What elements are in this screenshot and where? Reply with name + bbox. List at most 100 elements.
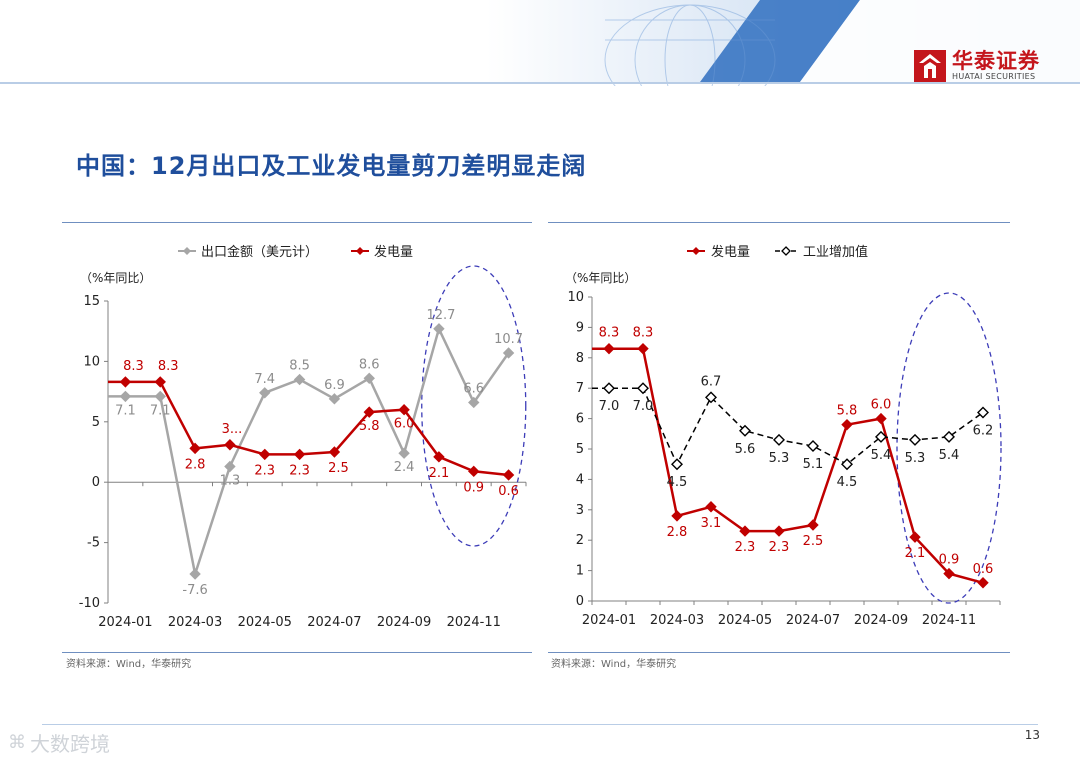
y-tick-label: 2 — [576, 533, 584, 548]
data-label: 2.3 — [254, 463, 275, 478]
data-label: 2.3 — [769, 540, 790, 555]
data-point — [909, 531, 921, 543]
y-tick-label: 4 — [576, 472, 584, 487]
page-title: 中国：12月出口及工业发电量剪刀差明显走阔 — [76, 152, 587, 180]
watermark: ⌘ 大数跨境 — [8, 728, 110, 757]
data-point — [293, 448, 306, 461]
data-label: 2.3 — [289, 463, 310, 478]
data-label: 4.5 — [837, 475, 858, 490]
legend-label: 发电量 — [374, 244, 413, 260]
data-point — [841, 418, 853, 431]
data-label: 2.5 — [803, 534, 824, 549]
data-label: 5.6 — [735, 442, 756, 457]
x-tick-label: 2024-11 — [447, 615, 501, 630]
data-point — [807, 519, 819, 531]
highlight-ellipse — [421, 265, 527, 547]
data-label: 8.6 — [359, 357, 380, 372]
data-label: 5.4 — [871, 448, 892, 463]
data-label: 7.0 — [633, 399, 654, 414]
data-point — [807, 439, 819, 452]
data-label: 2.1 — [429, 466, 450, 481]
data-point — [433, 451, 445, 463]
data-label: 5.3 — [905, 451, 926, 466]
data-point — [154, 390, 166, 403]
company-logo: 华泰证券 HUATAI SECURITIES — [914, 50, 1040, 82]
data-label: 8.3 — [599, 326, 620, 341]
data-label: 0.9 — [939, 553, 960, 568]
data-point — [154, 376, 166, 388]
x-tick-label: 2024-07 — [307, 615, 361, 630]
x-tick-label: 2024-03 — [650, 613, 704, 628]
data-label: 5.8 — [837, 404, 858, 419]
y-tick-label: 15 — [83, 294, 100, 309]
y-tick-label: 0 — [576, 594, 584, 609]
data-point — [189, 442, 201, 455]
data-label: 7.1 — [115, 403, 136, 418]
y-tick-label: 10 — [83, 354, 100, 369]
data-point — [705, 391, 717, 404]
data-label: 6.6 — [463, 381, 484, 396]
data-label: 2.4 — [394, 460, 415, 475]
x-tick-label: 2024-09 — [854, 613, 908, 628]
data-label: 2.8 — [667, 525, 688, 540]
data-point — [977, 577, 989, 589]
x-tick-label: 2024-03 — [168, 615, 222, 630]
data-label: 12.7 — [426, 308, 455, 323]
y-unit-label: （%年同比） — [80, 271, 151, 285]
data-label: 8.3 — [633, 326, 654, 341]
y-tick-label: 7 — [576, 381, 584, 396]
data-point — [943, 430, 955, 443]
series-line — [108, 380, 509, 477]
data-point — [328, 393, 341, 405]
legend-swatch-marker — [781, 246, 791, 256]
data-point — [671, 510, 683, 522]
data-label: 1.3 — [220, 473, 241, 488]
chart2-top-rule — [548, 222, 1010, 223]
footer-divider — [42, 724, 1038, 725]
data-point — [875, 412, 887, 425]
legend-label: 出口金额（美元计） — [201, 244, 318, 260]
data-point — [293, 373, 306, 386]
data-label: 8.3 — [158, 359, 179, 374]
data-point — [909, 433, 921, 446]
highlight-ellipse-shape — [896, 292, 1002, 604]
logo-cn-text: 华泰证券 — [952, 49, 1040, 73]
data-label: 0.9 — [463, 480, 484, 495]
data-label: 2.1 — [905, 546, 926, 561]
data-point — [705, 501, 717, 513]
data-point — [977, 406, 989, 419]
y-tick-label: 3 — [576, 503, 584, 518]
data-point — [398, 404, 410, 416]
watermark-text: 大数跨境 — [30, 732, 110, 756]
globe-graphic — [604, 4, 776, 86]
data-label: 8.3 — [123, 359, 144, 374]
data-point — [637, 382, 649, 395]
y-tick-label: 6 — [576, 412, 584, 427]
legend-swatch-marker — [183, 247, 191, 255]
data-point — [224, 460, 236, 473]
data-label: 5.1 — [803, 457, 824, 472]
data-label: 7.0 — [599, 399, 620, 414]
data-point — [773, 525, 785, 537]
y-unit-label: （%年同比） — [565, 271, 636, 285]
x-tick-label: 2024-07 — [786, 613, 840, 628]
y-tick-label: 8 — [576, 351, 584, 366]
chart2-bottom-rule — [548, 652, 1010, 653]
export-vs-power-chart: 出口金额（美元计） 发电量 （%年同比） -10 -5 0 5 10 15 2024-01 2… — [79, 244, 527, 630]
huatai-logo-icon — [914, 50, 946, 82]
y-tick-label: -5 — [87, 536, 100, 551]
data-label: 6.0 — [394, 417, 415, 432]
data-label: 6.9 — [324, 378, 345, 393]
x-tick-label: 2024-11 — [922, 613, 976, 628]
data-point — [259, 448, 271, 461]
data-label: 6.0 — [871, 398, 892, 413]
data-label: 5.8 — [359, 419, 380, 434]
highlight-ellipse — [896, 292, 1002, 604]
logo-en-text: HUATAI SECURITIES — [952, 72, 1036, 81]
data-label: 10.7 — [494, 332, 523, 347]
data-point — [502, 469, 515, 481]
chart1-legend: 出口金额（美元计） 发电量 — [178, 244, 413, 260]
data-point — [773, 433, 785, 446]
data-point — [398, 447, 410, 459]
data-label: 0.6 — [973, 562, 994, 577]
